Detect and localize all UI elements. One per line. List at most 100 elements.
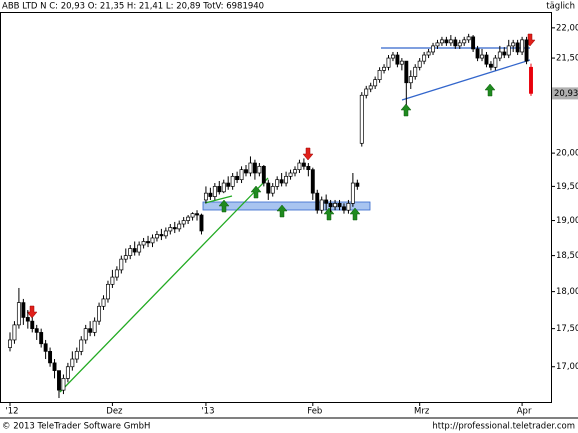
candle-body xyxy=(141,241,146,246)
candle-body xyxy=(364,88,369,96)
y-tick-label: 18,00 xyxy=(556,287,578,297)
candle-body xyxy=(101,298,106,307)
candle-body xyxy=(431,45,435,53)
candle-body xyxy=(150,237,155,244)
y-tick-label: 17,00 xyxy=(556,362,578,372)
candle-body xyxy=(297,162,302,171)
trend-line xyxy=(204,195,233,204)
candle-body xyxy=(448,39,453,44)
candle-body xyxy=(88,328,93,333)
candle-body xyxy=(57,370,61,391)
candle-body xyxy=(221,182,226,193)
candle-body xyxy=(475,48,480,59)
candle-body xyxy=(426,51,431,56)
candle-body xyxy=(310,169,315,194)
candle-body xyxy=(212,186,217,197)
buy-arrow xyxy=(349,207,361,221)
candle-body xyxy=(43,343,48,352)
candle-body xyxy=(399,60,404,65)
candle-body xyxy=(350,182,355,204)
candles xyxy=(8,33,533,399)
candle-body xyxy=(154,234,159,239)
y-tick-label: 18,50 xyxy=(556,251,578,261)
candle-body xyxy=(65,366,70,379)
candle-body xyxy=(319,199,324,211)
copyright: © 2013 TeleTrader Software GmbH xyxy=(2,422,150,432)
candle-body xyxy=(92,320,97,333)
candle-body xyxy=(466,36,471,41)
candle-body xyxy=(342,206,346,211)
candle-body xyxy=(132,248,137,253)
candle-body xyxy=(359,94,364,144)
y-tick-label: 20,00 xyxy=(556,149,578,159)
candle-body xyxy=(217,186,222,193)
buy-arrow xyxy=(218,199,230,213)
candle-body xyxy=(266,182,271,194)
candle-body xyxy=(97,305,102,322)
candle-body xyxy=(34,328,39,333)
candle-body xyxy=(195,213,199,216)
candle-body xyxy=(484,54,489,65)
candle-body xyxy=(480,54,484,59)
candle-body xyxy=(16,302,21,326)
candle-body xyxy=(506,45,511,56)
candle-body xyxy=(391,54,395,59)
x-tick-label: Feb xyxy=(307,407,322,417)
candle-body xyxy=(239,169,244,181)
candle-body xyxy=(471,36,476,50)
x-tick-label: '13 xyxy=(201,407,214,417)
sell-arrow xyxy=(302,147,314,161)
candle-body xyxy=(511,42,516,47)
candle-body xyxy=(123,255,128,260)
candle-body xyxy=(119,258,124,271)
candle-body xyxy=(275,179,280,187)
buy-arrow xyxy=(484,83,496,97)
candle-body xyxy=(203,192,208,201)
candle-body xyxy=(301,162,306,167)
candle-body xyxy=(30,320,35,329)
candle-body xyxy=(524,39,529,62)
candle-body xyxy=(235,175,240,181)
candle-body xyxy=(404,60,409,84)
y-tick-label: 17,50 xyxy=(556,324,578,334)
candle-body xyxy=(48,351,53,364)
candle-body xyxy=(208,192,213,197)
buy-arrow xyxy=(250,185,262,199)
candle-body xyxy=(284,175,289,184)
candle-body xyxy=(315,192,320,211)
sell-arrow xyxy=(26,305,38,319)
candle-body xyxy=(306,165,311,171)
candle-body xyxy=(422,54,427,62)
candle-body xyxy=(168,227,173,232)
candle-body xyxy=(502,51,507,56)
annotations xyxy=(26,33,536,393)
candle-body xyxy=(493,57,498,68)
candle-body xyxy=(186,216,191,221)
y-tick-label: 19,50 xyxy=(556,182,578,192)
candle-body xyxy=(279,179,284,184)
candle-body xyxy=(377,70,382,80)
candle-body xyxy=(368,85,373,90)
candle-body xyxy=(337,203,342,208)
candle-body xyxy=(163,230,168,237)
x-tick-label: Mrz xyxy=(414,407,430,417)
header: ABB LTD N C: 20,93 O: 21,35 H: 21,41 L: … xyxy=(2,2,264,12)
candle-body xyxy=(270,186,275,194)
candle-body xyxy=(79,339,84,352)
candle-body xyxy=(261,165,266,184)
x-tick-label: Apr xyxy=(517,407,532,417)
candle-body xyxy=(110,276,115,285)
trend-line xyxy=(401,59,531,101)
candle-body xyxy=(137,244,142,253)
last-price-box xyxy=(552,87,578,100)
candle-body xyxy=(497,51,502,59)
y-tick-label: 22,00 xyxy=(556,23,578,33)
candle-body xyxy=(417,60,422,68)
candle-body xyxy=(515,42,520,53)
candle-body xyxy=(333,203,338,208)
candle-body xyxy=(199,214,204,232)
candle-body xyxy=(457,42,462,47)
candle-body xyxy=(453,39,458,47)
candle-body xyxy=(252,162,257,174)
candle-body xyxy=(408,76,413,84)
